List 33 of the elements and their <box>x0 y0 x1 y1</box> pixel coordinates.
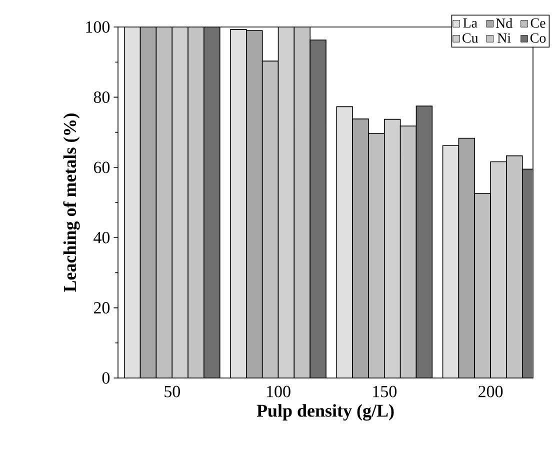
bar <box>262 61 278 378</box>
x-tick-label: 100 <box>267 386 290 398</box>
y-tick-label: 100 <box>86 21 110 33</box>
legend-label: Ce <box>530 18 546 28</box>
bar <box>458 138 476 378</box>
x-tick-label: 50 <box>164 386 180 398</box>
bar <box>310 40 326 378</box>
y-tick-label: 0 <box>102 372 110 384</box>
bar <box>368 132 385 378</box>
x-axis-title: Pulp density (g/L) <box>256 404 394 421</box>
y-tick-label: 20 <box>94 302 110 314</box>
y-tick-label: 40 <box>94 232 110 244</box>
y-tick-label: 80 <box>94 91 110 103</box>
bar <box>336 106 353 378</box>
legend-label: Ni <box>497 33 511 43</box>
legend-label: Cu <box>462 33 478 43</box>
bar <box>204 26 220 378</box>
bar <box>352 118 369 378</box>
x-tick-label: 200 <box>478 386 503 398</box>
bar <box>230 29 246 378</box>
y-tick-label: 60 <box>94 162 110 174</box>
legend-label: Nd <box>496 18 512 28</box>
x-tick-label: 150 <box>373 386 397 398</box>
bar <box>474 192 491 378</box>
legend-label: Co <box>530 33 546 43</box>
bar <box>416 106 433 378</box>
bar <box>246 30 262 378</box>
bar <box>156 26 173 378</box>
legend-label: La <box>463 18 478 28</box>
bar <box>124 26 141 378</box>
y-axis-title: Leaching of metals (%) <box>63 114 80 292</box>
bar <box>140 26 157 378</box>
bar <box>442 145 460 378</box>
